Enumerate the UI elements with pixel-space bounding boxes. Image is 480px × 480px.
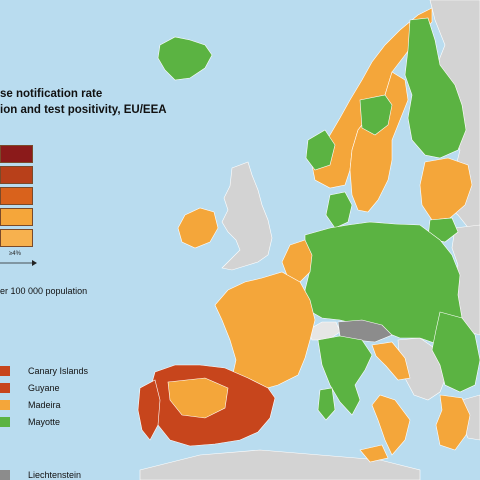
region-item: Canary Islands — [0, 365, 88, 377]
romania-bulgaria — [431, 311, 480, 393]
region-label: Mayotte — [28, 417, 61, 427]
greece — [435, 394, 471, 451]
region-item-liechtenstein: Liechtenstein — [0, 469, 81, 480]
legend-swatch-mid — [0, 187, 33, 205]
sweden-north-green — [359, 94, 393, 136]
baltic-north — [419, 157, 473, 221]
legend-swatch-lightest — [0, 229, 33, 247]
region-label: Liechtenstein — [28, 470, 82, 480]
region-item: Guyane — [0, 382, 60, 394]
portugal — [137, 379, 161, 441]
benelux — [281, 239, 313, 283]
legend-swatch-dark — [0, 166, 33, 184]
region-item: Mayotte — [0, 416, 60, 428]
region-item: Madeira — [0, 399, 61, 411]
denmark — [325, 191, 353, 229]
italy-south — [371, 394, 411, 456]
sardinia — [317, 387, 336, 421]
region-swatch — [0, 366, 10, 376]
france — [214, 271, 316, 391]
legend-arrow — [0, 260, 37, 266]
region-swatch — [0, 400, 10, 410]
spain-inland-orange — [167, 377, 229, 419]
region-label: Guyane — [28, 383, 60, 393]
population-note: er 100 000 population — [0, 286, 88, 296]
united-kingdom — [221, 161, 273, 271]
legend-swatch-light — [0, 208, 33, 226]
region-label: Madeira — [28, 400, 61, 410]
region-swatch — [0, 417, 10, 427]
sicily — [359, 444, 389, 463]
italy-north — [317, 335, 373, 416]
map-title-line-1: se notification rate — [0, 88, 103, 100]
region-swatch — [0, 383, 10, 393]
legend-swatch-darkest — [0, 145, 33, 163]
finland — [404, 17, 467, 159]
map-title-line-2: ion and test positivity, EU/EEA — [0, 104, 167, 116]
region-label: Canary Islands — [28, 366, 89, 376]
croatia — [371, 341, 411, 381]
legend-axis-label: ≥4% — [9, 251, 21, 257]
iceland — [157, 36, 213, 81]
region-swatch — [0, 470, 10, 480]
ireland — [177, 207, 219, 249]
norway-southwest-green — [305, 129, 336, 171]
